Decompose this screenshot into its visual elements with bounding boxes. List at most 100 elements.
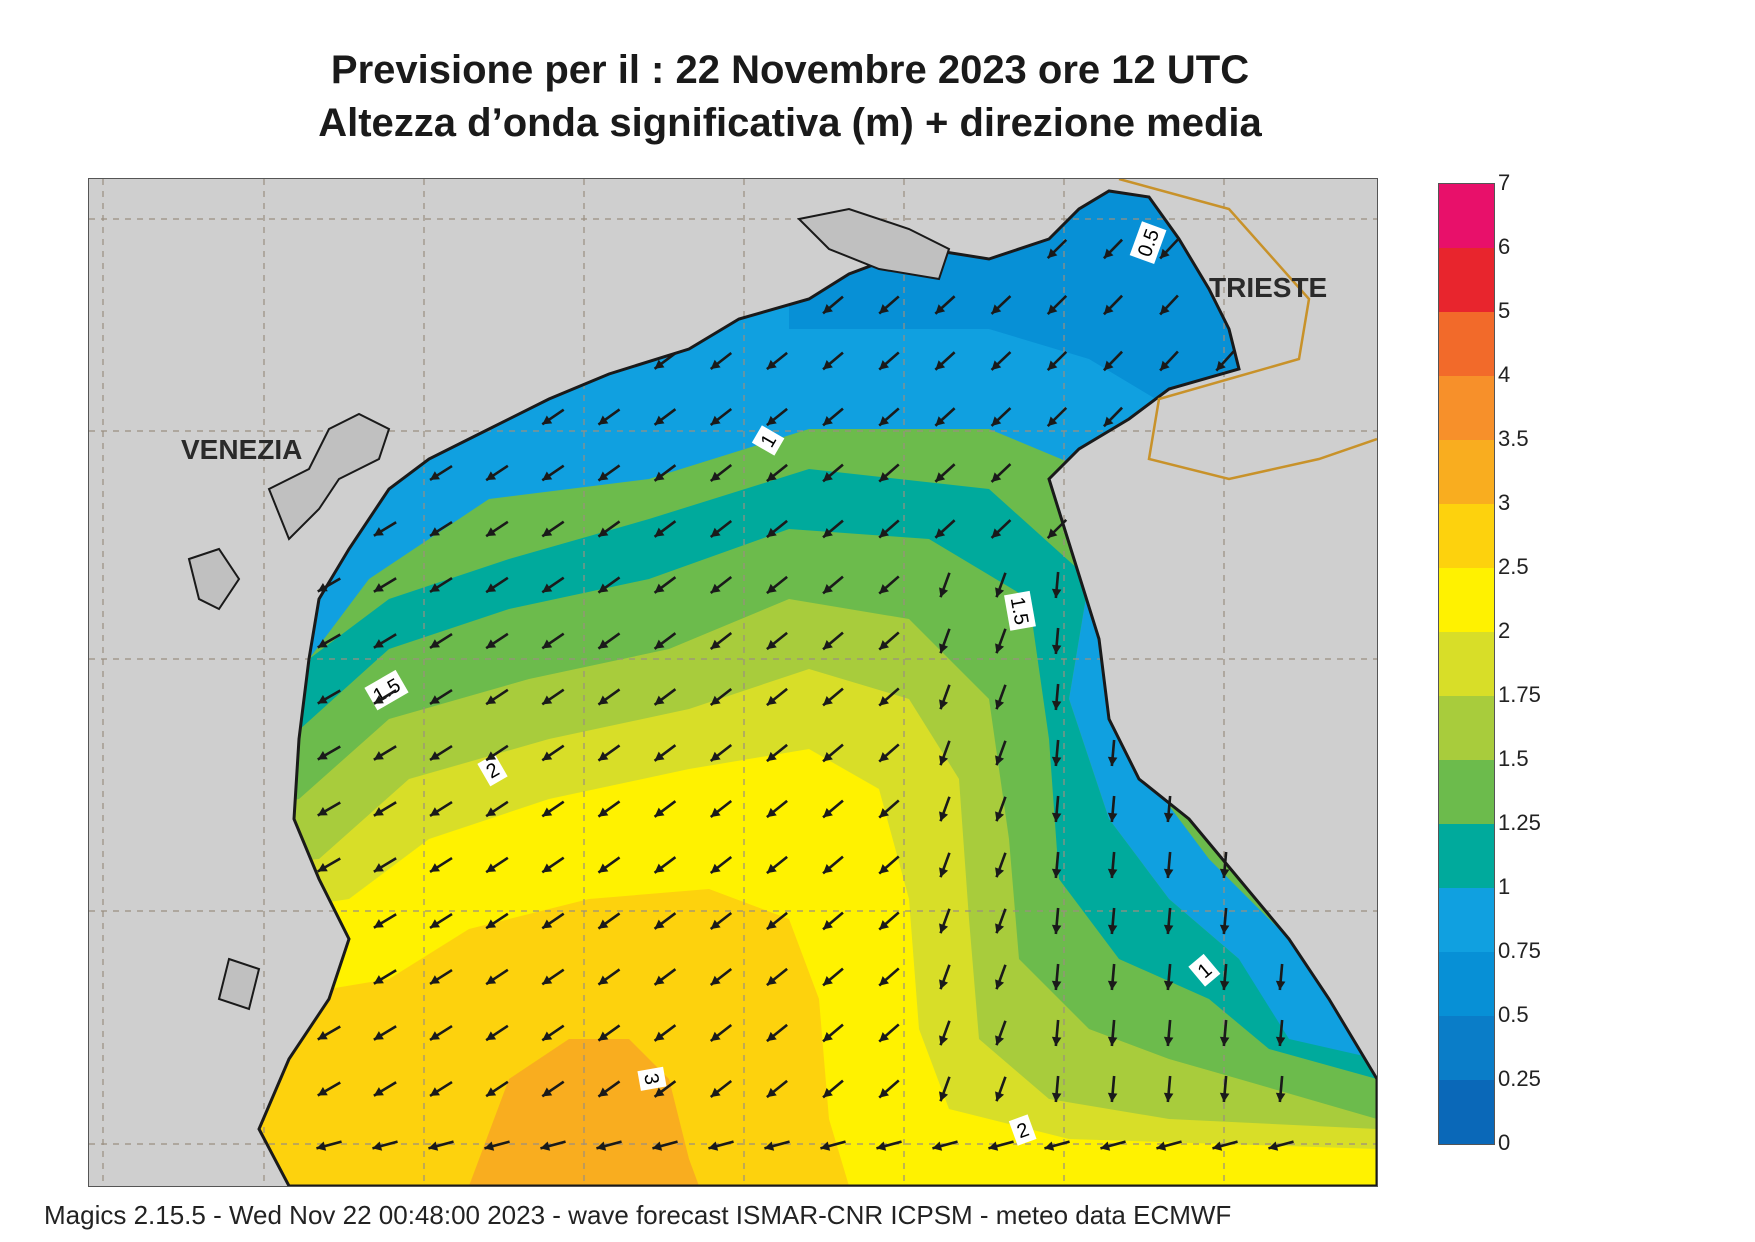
colorbar-tick-label: 2.5 [1498,554,1529,579]
arrow-head [317,862,328,872]
venice-lagoon-islands [267,412,391,541]
arrow-head [373,639,384,648]
arrow-head [879,1088,889,1098]
arrow-head [486,639,497,649]
arrow-head [766,1087,777,1098]
arrow-head [542,527,553,537]
arrow-head [820,1141,831,1151]
arrow-head [486,583,497,593]
arrow-head [430,639,440,648]
arrow-head [373,527,384,536]
arrow-head [654,695,665,705]
arrow-head [316,1141,327,1151]
arrow-head [542,919,553,929]
arrow-head [995,979,1005,990]
arrow-head [430,863,440,872]
arrow-head [939,755,949,766]
arrow-head [939,867,949,878]
arrow-head [542,415,553,425]
arrow-head [654,359,665,369]
arrow-head [879,864,889,874]
arrow-head [598,415,609,425]
arrow-head [766,919,777,930]
arrow-head [879,584,889,594]
arrow-head [710,415,721,425]
arrow-head [1047,304,1058,315]
arrow-head [1051,588,1062,598]
arrow-head [596,1141,607,1151]
arrow-head [598,807,609,817]
arrow-head [1107,980,1118,990]
footer-credits: Magics 2.15.5 - Wed Nov 22 00:48:00 2023… [44,1200,1232,1230]
colorbar-tick-label: 0.5 [1498,1002,1529,1027]
arrow-head [373,1031,384,1040]
arrow-head [710,639,721,649]
arrow-head [823,640,833,650]
arrow-head [486,863,497,873]
arrow-head [1051,1092,1062,1102]
arrow-head [764,1141,775,1151]
arrow-head [939,923,949,934]
arrow-head [430,695,440,704]
arrow-head [823,752,833,762]
arrow-head [1051,1036,1062,1046]
arrow-head [1275,1092,1286,1102]
arrow-head [991,416,1002,426]
arrow-head [1216,360,1226,371]
arrow-head [766,1031,777,1042]
arrow-head [542,807,553,817]
contour-labels: 0.5 1 1.5 1.5 2 3 1 2 [364,221,1221,1146]
arrow-head [430,527,440,536]
colorbar-tick-label: 1.25 [1498,810,1541,835]
arrow-head [1212,1141,1223,1151]
map-canvas: VENEZIA TRIESTE 0.5 1 1.5 1.5 2 3 1 2 [89,179,1377,1186]
colorbar-tick-label: 2 [1498,618,1511,643]
arrow-head [710,359,721,369]
arrow-head [939,587,949,598]
arrow-head [542,695,553,705]
arrow-head [317,638,328,648]
arrow-head [1107,924,1118,934]
colorbar-tick-label: 6 [1498,234,1511,259]
arrow-head [1051,812,1062,822]
arrow-head [542,863,553,873]
arrow-head [823,864,833,874]
arrow-head [1044,1141,1055,1151]
arrow-head [710,975,721,985]
arrow-head [486,1031,497,1041]
arrow-head [1107,1036,1118,1046]
arrow-head [1107,1092,1118,1102]
arrow-head [430,975,440,984]
arrow-head [879,696,889,706]
arrow-head [710,1087,721,1097]
chart-title: Previsione per il : 22 Novembre 2023 ore… [330,48,1250,92]
arrow-head [766,471,777,482]
arrow-head [766,415,777,426]
arrow-head [1051,980,1062,990]
arrow-head [766,583,777,594]
arrow-head [1163,924,1174,934]
arrow-head [598,975,609,985]
arrow-head [995,1091,1005,1102]
arrow-head [373,695,384,704]
state-border [1118,179,1377,481]
arrow-head [486,751,497,761]
city-trieste: TRIESTE [1209,272,1327,303]
arrow-head [935,360,946,370]
arrow-head [1103,416,1114,427]
arrow-head [317,1086,328,1096]
arrow-head [1219,980,1230,990]
arrow-head [430,1087,440,1096]
arrow-head [1219,868,1230,878]
arrow-head [430,471,440,480]
arrow-head [939,1091,949,1102]
arrow-head [935,472,946,482]
arrow-head [1268,1141,1279,1151]
colorbar-swatch [1439,312,1494,376]
arrow-head [486,527,497,537]
arrow-head [654,919,665,929]
arrow-head [823,416,833,426]
arrow-head [1163,812,1174,822]
arrow-head [1103,360,1114,371]
arrow-head [935,416,946,426]
